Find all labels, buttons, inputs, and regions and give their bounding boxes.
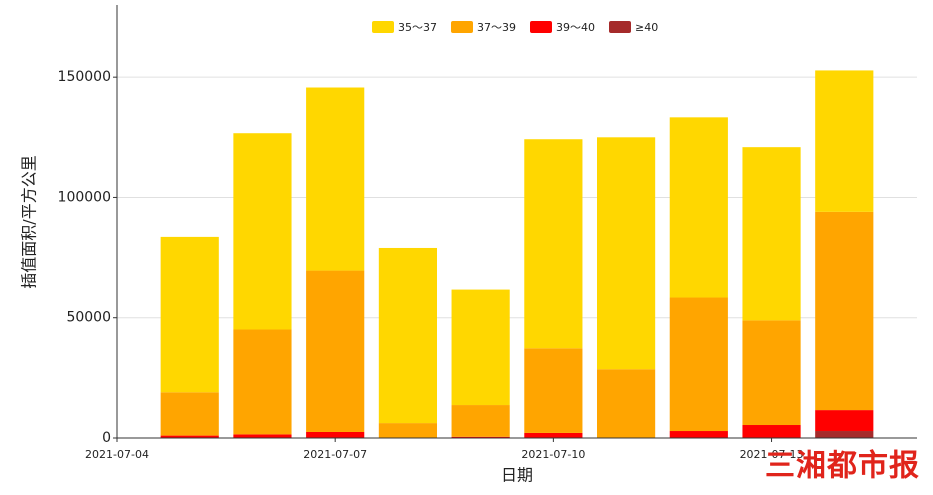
watermark: 三湘都市报 xyxy=(765,449,920,484)
legend-swatch xyxy=(609,21,631,33)
y-tick-label: 0 xyxy=(102,430,111,446)
bar-segment xyxy=(378,423,437,438)
legend-label: 37～39 xyxy=(477,21,516,34)
bar-segment xyxy=(815,410,874,432)
bar-segment xyxy=(306,431,365,438)
y-tick-label: 150000 xyxy=(58,69,111,85)
bar-segment xyxy=(524,432,583,438)
bar-segment xyxy=(524,139,583,349)
bar-segment xyxy=(815,211,874,411)
y-axis-title: 插值面积/平方公里 xyxy=(20,155,39,288)
bar-segment xyxy=(669,431,728,438)
bar-segment xyxy=(233,434,292,438)
legend-swatch xyxy=(372,21,394,33)
x-tick-label: 2021-07-04 xyxy=(85,448,149,461)
x-tick-label: 2021-07-13 xyxy=(740,448,804,461)
bar-segment xyxy=(451,289,510,406)
bar-segment xyxy=(742,320,801,426)
legend-swatch xyxy=(530,21,552,33)
legend-label: ≥40 xyxy=(635,21,658,34)
y-tick-label: 50000 xyxy=(66,310,111,326)
bar-segment xyxy=(160,435,219,438)
legend-swatch xyxy=(451,21,473,33)
bar-segment xyxy=(815,431,874,438)
legend-label: 39～40 xyxy=(556,21,595,34)
bar-segment xyxy=(306,270,365,432)
bar-segment xyxy=(233,329,292,435)
bar-segment xyxy=(306,87,365,271)
bar-segment xyxy=(160,236,219,393)
legend-label: 35～37 xyxy=(398,21,437,34)
x-axis-title: 日期 xyxy=(501,466,533,485)
bar-segment xyxy=(742,425,801,438)
bar-segment xyxy=(597,369,656,438)
bar-segment xyxy=(160,392,219,436)
bar-segment xyxy=(742,147,801,321)
bar-segment xyxy=(597,137,656,370)
bar-segment xyxy=(233,133,292,330)
x-tick-label: 2021-07-07 xyxy=(303,448,367,461)
bar-segment xyxy=(815,70,874,212)
bar-segment xyxy=(451,436,510,438)
bar-segment xyxy=(669,297,728,432)
bar-segment xyxy=(451,405,510,437)
bar-segment xyxy=(524,348,583,433)
bar-segment xyxy=(669,117,728,298)
bar-segment xyxy=(378,247,437,424)
y-tick-label: 100000 xyxy=(58,189,111,205)
x-tick-label: 2021-07-10 xyxy=(521,448,585,461)
